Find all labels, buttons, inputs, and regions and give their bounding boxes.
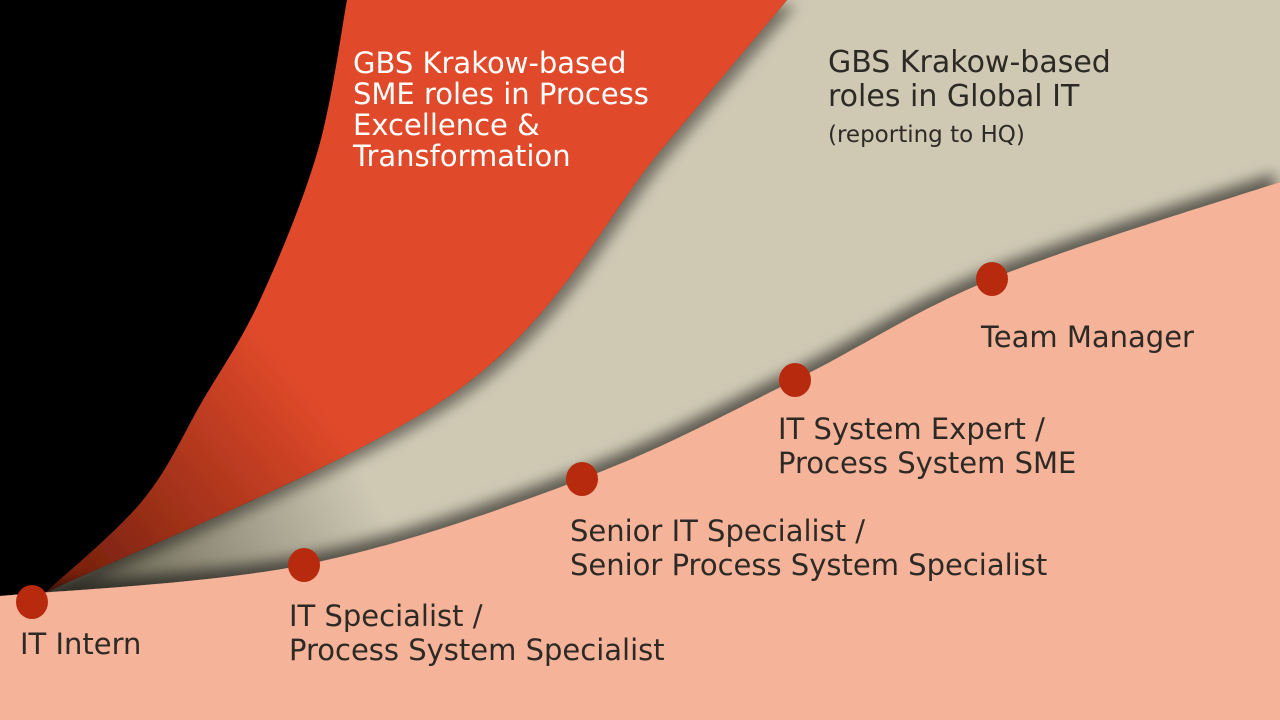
band-title-line: SME roles in Process [353, 77, 649, 111]
milestone-dot-senior [566, 462, 598, 496]
milestone-label-line: Senior Process System Specialist [570, 548, 1048, 582]
career-path-band [0, 182, 1280, 720]
band-title-line: Transformation [353, 139, 571, 173]
milestone-label-senior-it-specialist: Senior IT Specialist / Senior Process Sy… [570, 514, 1047, 582]
milestone-label-line: Senior IT Specialist / [570, 514, 866, 548]
global-it-band-subtitle: (reporting to HQ) [828, 122, 1025, 148]
milestone-dot-expert [779, 363, 811, 397]
band-title-line: GBS Krakow-based [353, 46, 627, 80]
process-excellence-band-title: GBS Krakow-based SME roles in Process Ex… [353, 48, 649, 172]
milestone-dot-it-intern [16, 585, 48, 619]
global-it-band-title: GBS Krakow-based roles in Global IT [828, 46, 1111, 114]
process-excellence-band [45, 0, 787, 593]
milestone-label-it-system-expert: IT System Expert / Process System SME [778, 412, 1076, 480]
milestone-label-line: Process System Specialist [289, 633, 665, 667]
band-title-line: roles in Global IT [828, 79, 1080, 114]
milestone-label-line: Team Manager [981, 320, 1194, 354]
global-it-band [45, 0, 1280, 594]
milestone-label-it-intern: IT Intern [20, 627, 141, 661]
milestone-dot-team-manager [976, 262, 1008, 296]
milestone-label-line: IT System Expert / [778, 412, 1045, 446]
milestone-dot-it-specialist [288, 548, 320, 582]
milestone-label-line: Process System SME [778, 446, 1077, 480]
band-title-line: Excellence & [353, 108, 540, 142]
band-title-line: GBS Krakow-based [828, 45, 1111, 80]
milestone-label-line: IT Intern [20, 627, 142, 661]
milestone-label-it-specialist: IT Specialist / Process System Specialis… [289, 599, 665, 667]
milestone-label-line: IT Specialist / [289, 599, 483, 633]
milestone-dots [16, 262, 1008, 619]
milestone-label-team-manager: Team Manager [981, 320, 1194, 354]
